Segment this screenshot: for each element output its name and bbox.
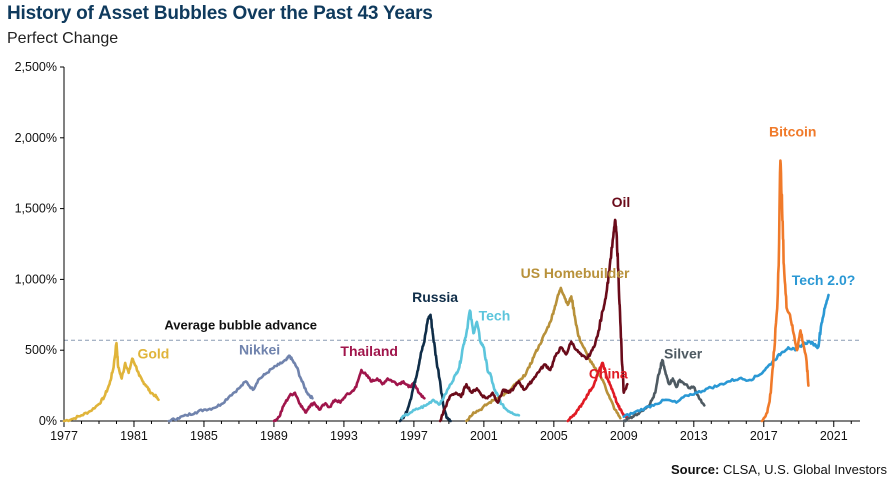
series-labels: Gold Nikkei Thailand Russia Tech US Homebuild…	[137, 123, 855, 381]
series-line-tech	[400, 309, 521, 420]
series-label-oil: Oil	[612, 194, 631, 210]
x-tick-label: 1997	[400, 429, 428, 443]
series-label-china: China	[589, 366, 628, 382]
x-tick-label: 1981	[120, 429, 148, 443]
source-note: Source: CLSA, U.S. Global Investors	[671, 462, 887, 477]
x-tick-label: 2013	[680, 429, 708, 443]
y-tick-label: 1,000%	[15, 272, 57, 286]
chart-title: History of Asset Bubbles Over the Past 4…	[7, 3, 433, 24]
x-tick-label: 2001	[470, 429, 498, 443]
axes: 0% 500% 1,000% 1,500% 2,000% 2,500% 1977 1981 19…	[15, 60, 860, 443]
series-line-china	[566, 361, 631, 423]
x-tick-label: 1989	[260, 429, 288, 443]
y-tick-label: 0%	[39, 414, 57, 428]
x-tick-label: 1985	[190, 429, 218, 443]
x-tick-label: 2009	[610, 429, 638, 443]
average-line-label: Average bubble advance	[164, 317, 317, 332]
x-tick-label: 2005	[540, 429, 568, 443]
source-label: Source:	[670, 462, 720, 477]
series-label-gold: Gold	[137, 346, 169, 362]
series-label-thailand: Thailand	[340, 343, 398, 359]
series-layer	[62, 159, 830, 423]
series-label-russia: Russia	[412, 289, 458, 305]
series-label-nikkei: Nikkei	[239, 341, 280, 357]
series-line-russia	[398, 313, 452, 423]
series-label-us-homebuilder: US Homebuilder	[521, 265, 630, 281]
series-line-bitcoin	[760, 159, 810, 423]
series-label-tech-2-0: Tech 2.0?	[792, 272, 856, 288]
x-tick-label: 1977	[50, 429, 78, 443]
y-tick-label: 1,500%	[15, 202, 57, 216]
series-line-thailand	[272, 368, 426, 423]
chart-subtitle: Perfect Change	[7, 30, 119, 47]
series-line-gold	[62, 341, 160, 423]
y-tick-label: 2,000%	[15, 131, 57, 145]
x-tick-label: 2021	[820, 429, 848, 443]
x-tick-label: 2017	[750, 429, 778, 443]
series-label-silver: Silver	[664, 346, 703, 362]
series-line-nikkei	[167, 354, 314, 423]
y-tick-label: 2,500%	[15, 60, 57, 74]
series-label-tech: Tech	[479, 307, 511, 323]
series-line-oil	[438, 218, 629, 423]
source-text: CLSA, U.S. Global Investors	[722, 462, 887, 477]
series-label-bitcoin: Bitcoin	[769, 123, 816, 139]
x-tick-label: 1993	[330, 429, 358, 443]
average-line-layer: Average bubble advance	[64, 317, 860, 341]
y-tick-label: 500%	[25, 343, 57, 357]
series-line-tech-2-0	[622, 293, 830, 419]
